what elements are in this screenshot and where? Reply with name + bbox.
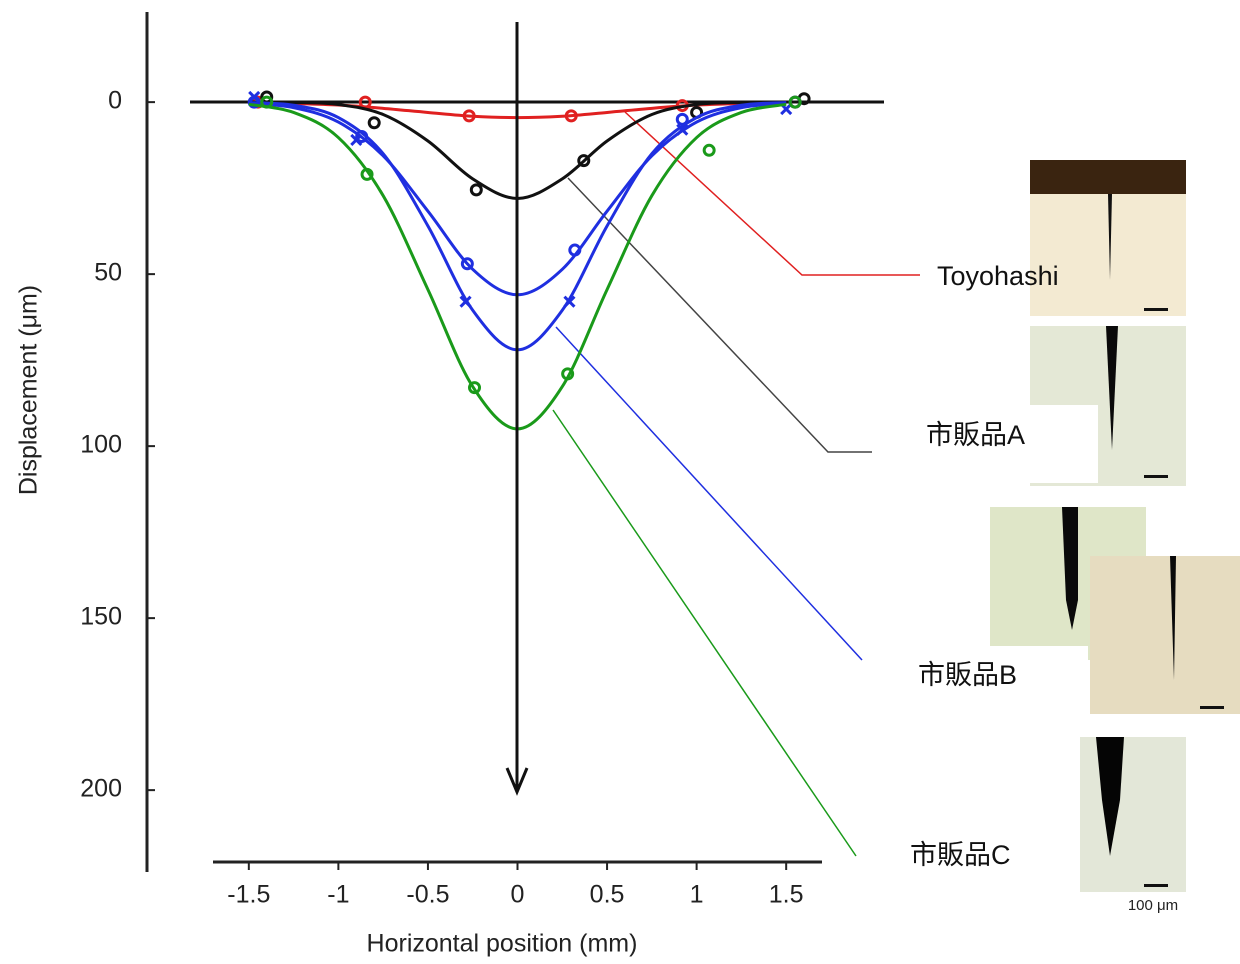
marker — [570, 245, 580, 255]
marker — [704, 145, 714, 155]
y-tick-label: 150 — [80, 603, 122, 631]
marker — [563, 369, 573, 379]
annotation: Toyohashi — [937, 261, 1059, 291]
y-tick-label: 200 — [80, 775, 122, 803]
annotation: 市販品C — [910, 840, 1011, 870]
x-tick-label: -0.5 — [406, 881, 449, 909]
marker — [369, 118, 379, 128]
annotation: 市販品A — [926, 420, 1025, 450]
x-tick-label: -1 — [327, 881, 349, 909]
x-tick-label: -1.5 — [227, 881, 270, 909]
marker — [362, 169, 372, 179]
x-tick-label: 0.5 — [590, 881, 625, 909]
annotation: 市販品B — [918, 660, 1017, 690]
figure: Toyohashi 市販品A 市販品B 市販品C 100 μm Displace… — [0, 0, 1240, 964]
x-tick-label: 1 — [690, 881, 704, 909]
y-axis-title: Displacement (μm) — [15, 285, 43, 495]
y-tick-label: 50 — [94, 259, 122, 287]
x-axis-title: Horizontal position (mm) — [367, 930, 638, 958]
scale-bar-label: 100 μm — [1128, 897, 1178, 914]
x-tick-label: 0 — [511, 881, 525, 909]
x-tick-label: 1.5 — [769, 881, 804, 909]
marker — [471, 185, 481, 195]
plot: -1.5 -1 -0.5 0 0.5 1 1.5 0 50 100 150 200 — [80, 87, 809, 909]
y-tick-label: 100 — [80, 431, 122, 459]
y-tick-label: 0 — [108, 87, 122, 115]
